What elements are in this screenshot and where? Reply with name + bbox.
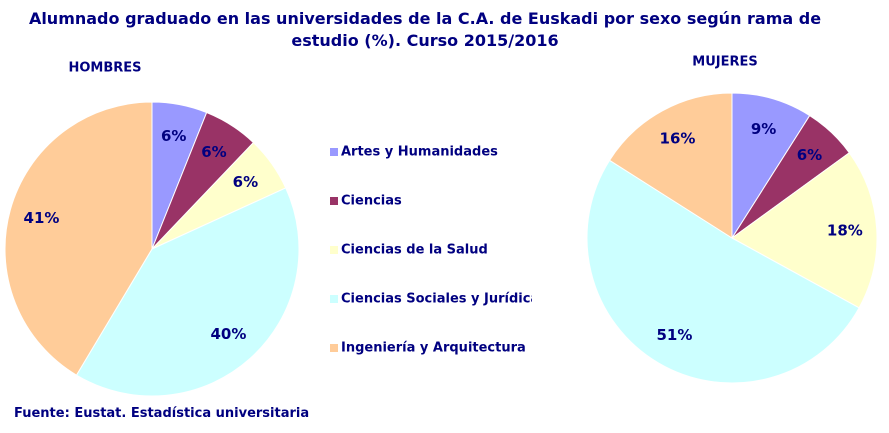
data-label: 41% (24, 209, 60, 227)
source-note: Fuente: Eustat. Estadística universitari… (14, 406, 310, 421)
legend-swatch (330, 197, 338, 205)
data-label: 9% (751, 120, 776, 138)
legend-swatch (330, 295, 338, 303)
legend-label: Ciencias Sociales y Jurídicas (341, 292, 547, 307)
pie-slice (75, 187, 300, 397)
data-label: 40% (210, 325, 246, 343)
data-label: 6% (201, 143, 226, 161)
pie-slice (586, 159, 860, 384)
legend-swatch (330, 344, 338, 352)
pie-slice (731, 152, 878, 309)
legend-swatch (330, 246, 338, 254)
data-label: 16% (660, 129, 696, 147)
legend-label: Ciencias de la Salud (341, 243, 488, 258)
pie-title: MUJERES (692, 55, 757, 70)
data-label: 51% (656, 326, 692, 344)
pie-slice (4, 101, 153, 376)
pie-title: HOMBRES (68, 61, 141, 76)
legend-label: Ingeniería y Arquitectura (341, 341, 526, 356)
data-label: 18% (827, 221, 863, 239)
pie-slice (731, 92, 811, 240)
data-label: 6% (797, 146, 822, 164)
data-label: 6% (233, 173, 258, 191)
legend-swatch (330, 148, 338, 156)
data-label: 6% (161, 127, 186, 145)
legend: Artes y Humanidades Ciencias Ciencias de l… (330, 145, 547, 356)
pie-slice (608, 92, 733, 239)
legend-label: Ciencias (341, 194, 402, 209)
legend-label: Artes y Humanidades (341, 145, 498, 160)
chart-title: Alumnado graduado en las universidades d… (28, 9, 822, 50)
